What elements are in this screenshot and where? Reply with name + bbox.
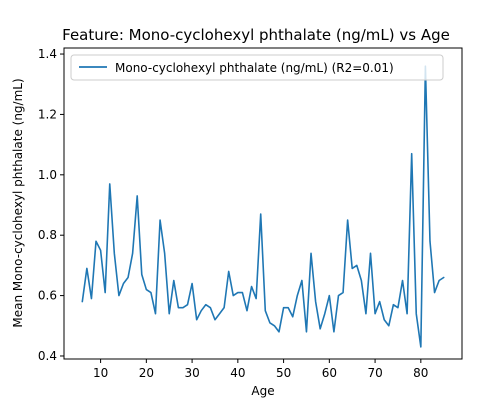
y-axis-ticks: 0.4 0.6 0.8 1.0 1.2 1.4 (38, 47, 64, 363)
y-axis-label: Mean Mono-cyclohexyl phthalate (ng/mL) (11, 78, 25, 327)
y-tick-label: 0.8 (38, 228, 57, 242)
y-tick-label: 1.0 (38, 168, 57, 182)
legend: Mono-cyclohexyl phthalate (ng/mL) (R2=0.… (70, 54, 444, 81)
plot-area (81, 65, 445, 348)
y-tick-label: 1.4 (38, 47, 57, 61)
x-axis-ticks: 10 20 30 40 50 60 70 80 (93, 359, 428, 380)
y-tick-label: 0.6 (38, 289, 57, 303)
y-tick-label: 0.4 (38, 349, 57, 363)
x-axis-label: Age (251, 384, 274, 398)
x-tick-label: 40 (230, 366, 245, 380)
chart-title: Feature: Mono-cyclohexyl phthalate (ng/m… (62, 26, 450, 44)
series-line (81, 65, 445, 348)
x-tick-label: 60 (322, 366, 337, 380)
x-tick-label: 80 (413, 366, 428, 380)
x-tick-label: 50 (276, 366, 291, 380)
plot-frame (63, 47, 463, 360)
y-tick-label: 1.2 (38, 107, 57, 121)
x-tick-label: 20 (139, 366, 154, 380)
x-tick-label: 70 (367, 366, 382, 380)
x-tick-label: 10 (93, 366, 108, 380)
legend-label: Mono-cyclohexyl phthalate (ng/mL) (R2=0.… (115, 61, 394, 75)
x-tick-label: 30 (184, 366, 199, 380)
legend-box (70, 54, 444, 81)
